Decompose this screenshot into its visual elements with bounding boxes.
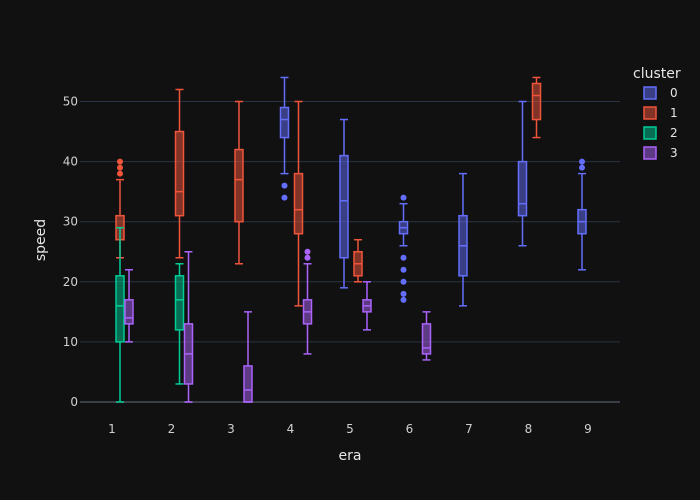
plot-background xyxy=(80,60,620,405)
y-tick-label: 10 xyxy=(63,335,78,349)
outlier-point xyxy=(304,248,311,255)
x-tick-label: 5 xyxy=(346,422,354,436)
x-axis-title: era xyxy=(339,448,362,464)
x-tick-label: 3 xyxy=(227,422,235,436)
y-tick-label: 40 xyxy=(63,155,78,169)
box-cluster-3-era-1 xyxy=(124,269,134,343)
legend-label-0: 0 xyxy=(670,86,678,100)
outlier-point xyxy=(400,290,407,297)
box-cluster-3-era-4 xyxy=(302,248,313,355)
series-cluster-0 xyxy=(279,76,587,307)
x-tick-label: 8 xyxy=(525,422,533,436)
x-tick-labels: 1 2 3 4 5 6 7 8 9 xyxy=(108,422,592,436)
series-cluster-3 xyxy=(124,248,432,403)
outlier-point xyxy=(117,158,123,165)
y-tick-label: 30 xyxy=(63,215,78,229)
box-cluster-3-era-3 xyxy=(243,311,253,403)
box-iqr xyxy=(517,160,528,217)
box-cluster-0-era-4 xyxy=(279,76,290,201)
outlier-point xyxy=(400,194,407,201)
y-tick-label: 50 xyxy=(63,95,78,109)
outlier-point xyxy=(579,164,585,171)
box-iqr xyxy=(115,275,125,343)
series-cluster-1 xyxy=(115,76,542,307)
legend-swatch-2 xyxy=(643,126,657,140)
box-cluster-2-era-2 xyxy=(174,263,185,385)
legend-label-1: 1 xyxy=(670,106,678,120)
box-cluster-3-era-6 xyxy=(421,311,432,361)
x-tick-label: 4 xyxy=(287,422,295,436)
legend-label-2: 2 xyxy=(670,126,678,140)
legend: cluster 0 1 2 3 xyxy=(633,66,681,160)
legend-swatch-1 xyxy=(643,106,657,120)
outlier-point xyxy=(281,194,288,201)
box-cluster-0-era-5 xyxy=(339,118,349,289)
box-iqr xyxy=(124,299,134,325)
x-tick-label: 1 xyxy=(108,422,116,436)
outlier-point xyxy=(400,254,407,261)
box-iqr xyxy=(234,148,244,223)
box-cluster-0-era-7 xyxy=(458,172,468,307)
x-tick-label: 9 xyxy=(584,422,592,436)
box-iqr xyxy=(174,130,185,217)
box-traces xyxy=(115,76,587,403)
box-iqr xyxy=(279,106,290,139)
box-cluster-3-era-5 xyxy=(362,281,372,331)
outlier-point xyxy=(400,296,407,303)
legend-swatch-3 xyxy=(643,146,657,160)
box-iqr xyxy=(243,365,253,403)
box-cluster-0-era-9 xyxy=(577,158,587,271)
outlier-point xyxy=(304,254,311,261)
x-tick-label: 6 xyxy=(406,422,414,436)
box-iqr xyxy=(339,154,349,259)
outlier-point xyxy=(117,164,123,171)
outlier-point xyxy=(579,158,585,165)
gridlines xyxy=(80,101,620,403)
y-tick-label: 20 xyxy=(63,275,78,289)
box-iqr xyxy=(421,323,432,355)
box-iqr xyxy=(293,172,304,235)
box-cluster-1-era-3 xyxy=(234,100,244,265)
y-axis-title: speed xyxy=(33,219,49,261)
box-cluster-3-era-2 xyxy=(183,251,194,403)
box-iqr xyxy=(531,82,542,121)
outlier-point xyxy=(400,266,407,273)
series-cluster-2 xyxy=(115,226,185,403)
legend-label-3: 3 xyxy=(670,146,678,160)
outlier-point xyxy=(400,278,407,285)
box-cluster-1-era-4 xyxy=(293,100,304,307)
box-iqr xyxy=(174,275,185,331)
box-cluster-0-era-8 xyxy=(517,100,528,247)
x-tick-label: 7 xyxy=(465,422,473,436)
legend-title: cluster xyxy=(633,66,681,82)
y-tick-label: 0 xyxy=(70,395,78,409)
box-cluster-1-era-5 xyxy=(353,238,363,283)
y-tick-labels: 0 10 20 30 40 50 xyxy=(63,95,78,410)
box-cluster-0-era-6 xyxy=(398,194,409,303)
box-cluster-1-era-8 xyxy=(531,76,542,139)
legend-swatch-0 xyxy=(643,86,657,100)
outlier-point xyxy=(281,182,288,189)
box-cluster-1-era-2 xyxy=(174,88,185,259)
outlier-point xyxy=(117,170,123,177)
x-tick-label: 2 xyxy=(168,422,176,436)
box-cluster-2-era-1 xyxy=(115,226,125,403)
